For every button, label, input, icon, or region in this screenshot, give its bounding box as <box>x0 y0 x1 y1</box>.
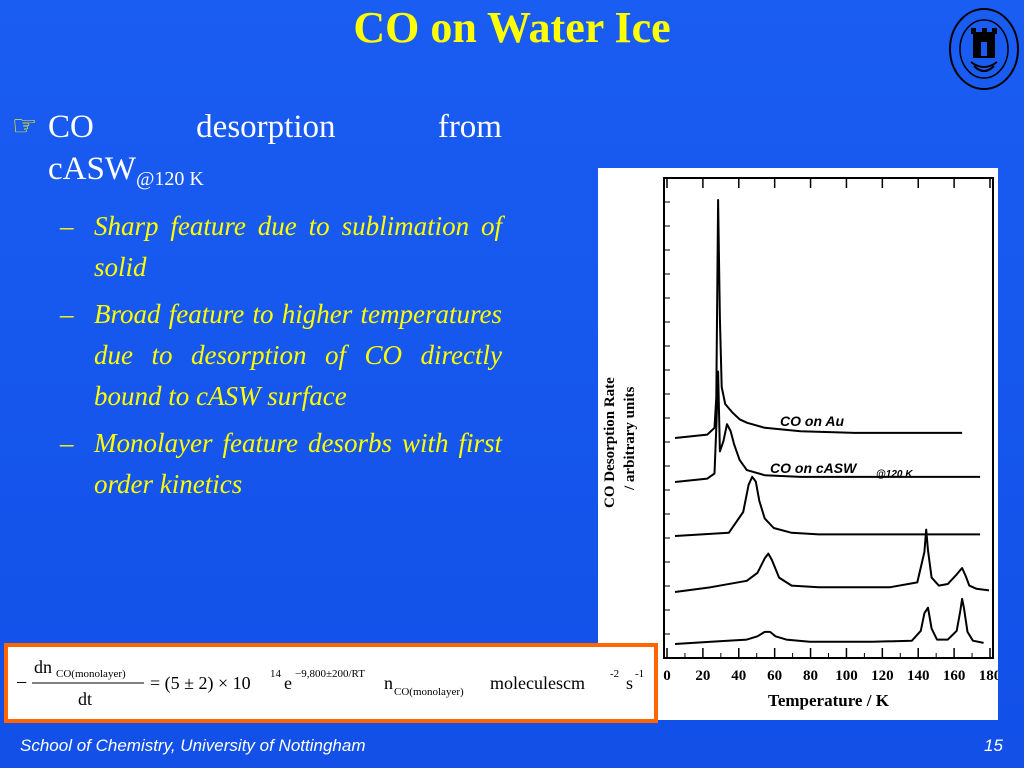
eq-s: s <box>626 673 633 693</box>
annotation-co-on-au: CO on Au <box>780 413 844 429</box>
y-axis-label-2: / arbitrary units <box>622 387 638 491</box>
eq-power: 14 <box>270 668 282 680</box>
rate-equation: − dn CO(monolayer) dt = (5 ± 2) × 10 14 … <box>4 643 658 723</box>
x-axis-label: Temperature / K <box>768 691 890 710</box>
sub-bullet: – Sharp feature due to sublimation of so… <box>60 211 502 282</box>
main-bullet-line1: CO desorption from <box>48 106 502 148</box>
main-bullet-subscript: @120 K <box>135 168 204 190</box>
bullet-list: ☞ CO desorption from cASW@120 K – Sharp … <box>12 106 502 505</box>
y-axis-label: CO Desorption Rate <box>602 377 618 508</box>
x-tick-label: 180 <box>979 668 998 684</box>
sub-bullet: – Monolayer feature desorbs with first o… <box>60 428 502 499</box>
eq-unit-power-2: -1 <box>635 668 644 680</box>
eq-denominator: dt <box>78 689 92 709</box>
x-tick-label: 20 <box>695 668 710 684</box>
slide-number: 15 <box>984 736 1003 755</box>
slide-title: CO on Water Ice <box>353 3 671 52</box>
annotation-subscript: @120 K <box>876 469 913 480</box>
eq-unit-power-1: -2 <box>610 668 619 680</box>
x-tick-label: 60 <box>767 668 782 684</box>
x-tick-label: 100 <box>835 668 858 684</box>
eq-e: e <box>284 673 292 693</box>
x-tick-label: 80 <box>803 668 818 684</box>
eq-equals: = (5 ± 2) × 10 <box>150 673 251 694</box>
annotation-co-on-casw: CO on cASW <box>770 460 858 476</box>
x-tick-label: 160 <box>943 668 966 684</box>
eq-minus: − <box>16 672 27 694</box>
eq-n: n <box>384 673 393 693</box>
main-bullet-line2: cASW@120 K <box>48 151 204 190</box>
tpd-chart: 0 20 40 60 80 100 120 140 160 180 Temperature / K C… <box>598 168 998 720</box>
x-tick-label: 120 <box>871 668 894 684</box>
university-logo <box>949 8 1019 90</box>
sub-bullet-text: Broad feature to higher temperatures due… <box>94 299 502 411</box>
sub-bullet-text: Monolayer feature desorbs with first ord… <box>94 428 502 499</box>
series-line-5 <box>674 597 984 645</box>
pointing-hand-icon: ☞ <box>12 111 38 142</box>
sub-bullet: – Broad feature to higher temperatures d… <box>60 299 502 411</box>
x-tick-label: 140 <box>907 668 930 684</box>
eq-n-subscript: CO(monolayer) <box>394 686 464 698</box>
sub-bullet-text: Sharp feature due to sublimation of soli… <box>94 211 502 282</box>
series-line-1 <box>674 199 963 439</box>
eq-exponent: −9,800±200/RT <box>295 668 365 680</box>
series-line-3 <box>674 475 981 537</box>
main-bullet-word: from <box>437 109 502 145</box>
eq-units: moleculescm <box>490 673 585 693</box>
eq-numerator: dn <box>34 657 52 677</box>
main-bullet-word: desorption <box>196 109 336 145</box>
x-tick-label: 40 <box>731 668 746 684</box>
footer-school: School of Chemistry, University of Notti… <box>20 736 366 755</box>
eq-numerator-subscript: CO(monolayer) <box>56 668 126 680</box>
series-line-2 <box>674 370 981 483</box>
x-tick-label: 0 <box>663 668 671 684</box>
main-bullet-word: CO <box>48 109 94 145</box>
series-line-4 <box>674 528 990 593</box>
main-bullet: ☞ CO desorption from cASW@120 K <box>12 106 502 200</box>
